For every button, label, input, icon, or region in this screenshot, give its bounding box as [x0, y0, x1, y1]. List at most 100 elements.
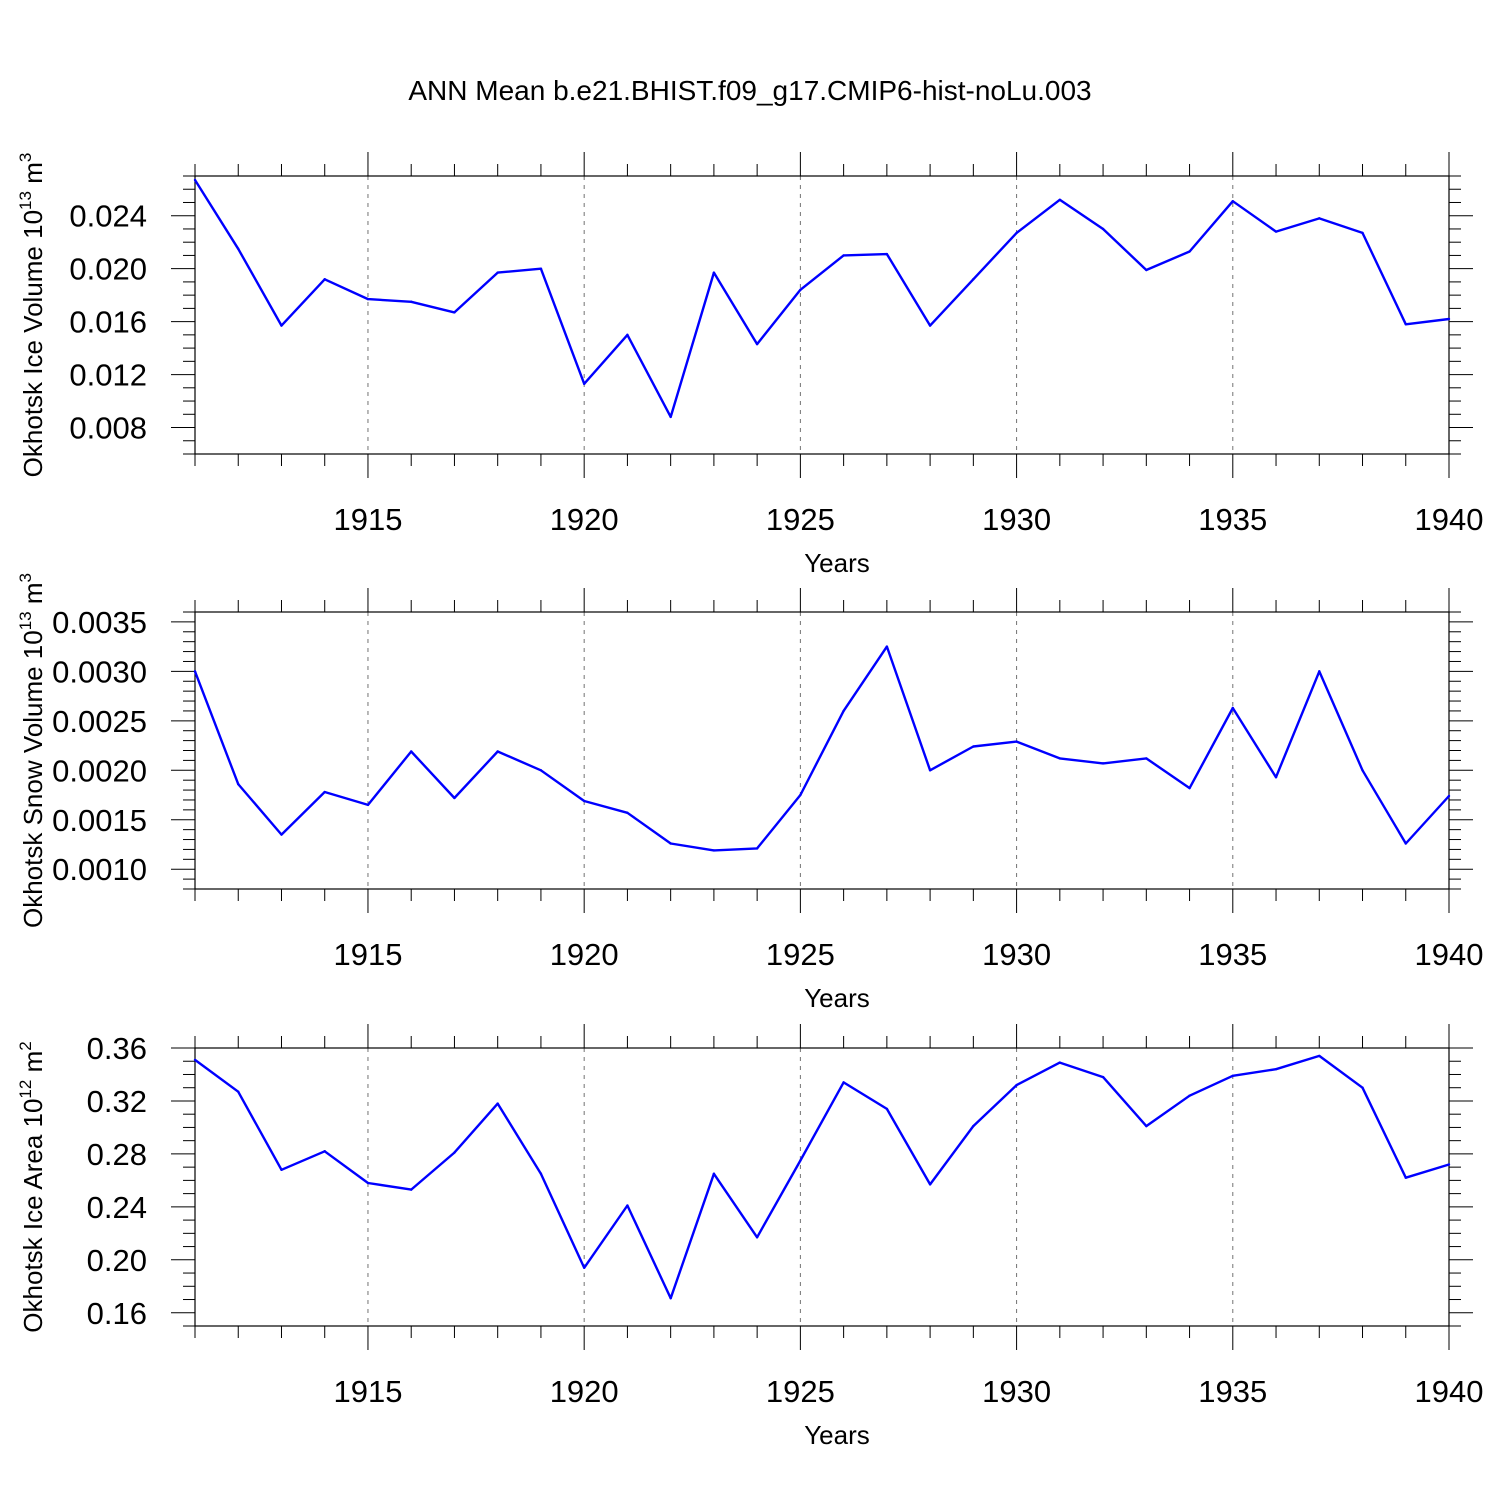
- data-point: [1058, 198, 1062, 202]
- data-point: [539, 769, 543, 772]
- data-point: [193, 670, 197, 673]
- y-tick-label: 0.32: [87, 1084, 147, 1119]
- x-tick-label: 1935: [1198, 1374, 1267, 1409]
- data-point: [280, 324, 283, 327]
- x-tick-label: 1915: [333, 1374, 402, 1409]
- data-point: [755, 342, 759, 346]
- data-point: [1101, 1075, 1105, 1079]
- y-axis-label-unit-exponent: 2: [16, 1041, 35, 1050]
- data-point: [1231, 199, 1234, 203]
- data-point: [669, 1297, 672, 1300]
- data-point: [1101, 227, 1105, 231]
- chart-panel-1: 1915 1920 1925 1930 1935 1940 0.008 0.012 0.016 0…: [16, 152, 1483, 578]
- y-axis-label-exponent: 13: [16, 191, 35, 210]
- data-point: [453, 1151, 456, 1154]
- y-tick-label: 0.36: [87, 1031, 147, 1066]
- plot-frame: [194, 175, 1450, 455]
- x-axis-label: Years: [804, 983, 870, 1013]
- y-tick-label: 0.0010: [52, 852, 147, 887]
- y-tick-label: 0.16: [87, 1296, 147, 1331]
- data-point: [1318, 217, 1321, 220]
- y-axis-label-unit-exponent: 3: [16, 153, 35, 162]
- chart-panel-2: 1915 1920 1925 1930 1935 1940 0.0010 0.0015 0.00…: [16, 573, 1483, 1013]
- data-point: [1274, 230, 1278, 233]
- data-point: [1361, 1086, 1364, 1089]
- data-point: [453, 311, 456, 314]
- data-point: [712, 849, 716, 852]
- data-point: [280, 1168, 283, 1171]
- data-point: [410, 750, 413, 753]
- y-axis-label-text: Okhotsk Ice Volume 10: [18, 210, 48, 477]
- y-tick-label: 0.0030: [52, 654, 147, 689]
- data-point: [972, 745, 975, 748]
- y-axis-label: Okhotsk Snow Volume 1013 m3: [16, 573, 48, 928]
- data-point: [842, 254, 845, 257]
- data-point: [582, 1266, 586, 1269]
- data-point: [626, 333, 629, 337]
- data-point: [1231, 1074, 1234, 1078]
- data-point: [885, 252, 889, 256]
- data-point: [755, 1236, 759, 1239]
- y-tick-label: 0.0035: [52, 605, 147, 640]
- data-point: [582, 382, 586, 386]
- x-tick-label: 1935: [1198, 937, 1267, 972]
- data-point: [193, 1058, 197, 1062]
- x-tick-label: 1925: [766, 502, 835, 537]
- data-point: [1058, 757, 1062, 760]
- data-point: [539, 1172, 543, 1175]
- y-tick-label: 0.016: [69, 305, 147, 340]
- data-point: [799, 1159, 802, 1162]
- series-line: [193, 179, 1450, 419]
- x-tick-label: 1935: [1198, 502, 1267, 537]
- y-tick-label: 0.0015: [52, 803, 147, 838]
- data-point: [582, 799, 586, 803]
- data-point: [323, 1150, 326, 1153]
- data-point: [1447, 794, 1451, 798]
- x-tick-label: 1920: [550, 937, 619, 972]
- data-point: [366, 1181, 370, 1185]
- x-tick-label: 1940: [1415, 502, 1484, 537]
- data-point: [1015, 740, 1018, 743]
- data-point: [323, 278, 326, 281]
- y-axis-label-unit: m: [18, 162, 48, 191]
- data-point: [1274, 776, 1278, 779]
- data-point: [712, 1172, 716, 1175]
- x-tick-label: 1940: [1415, 1374, 1484, 1409]
- y-tick-label: 0.020: [69, 252, 147, 287]
- y-tick-label: 0.0025: [52, 704, 147, 739]
- data-point: [496, 271, 499, 274]
- data-point: [755, 847, 759, 850]
- y-axis-label-unit: m: [18, 1051, 48, 1080]
- y-axis-label-unit-exponent: 3: [16, 573, 35, 582]
- data-point: [928, 324, 932, 327]
- data-point: [972, 278, 975, 281]
- x-tick-label: 1940: [1415, 937, 1484, 972]
- data-point: [626, 811, 629, 815]
- data-point: [972, 1124, 975, 1128]
- y-axis-label-text: Okhotsk Ice Area 10: [18, 1099, 48, 1333]
- data-point: [1231, 706, 1234, 710]
- x-tick-label: 1930: [982, 502, 1051, 537]
- data-point: [366, 297, 370, 301]
- data-point: [1318, 1054, 1321, 1058]
- data-point: [410, 300, 413, 303]
- y-axis-label: Okhotsk Ice Volume 1013 m3: [16, 153, 48, 478]
- data-point: [280, 833, 283, 836]
- data-point: [453, 796, 456, 800]
- data-point: [1101, 762, 1105, 765]
- data-point: [1145, 757, 1148, 760]
- data-point: [237, 247, 240, 251]
- data-point: [928, 1183, 932, 1186]
- data-point: [1404, 1176, 1407, 1179]
- plot-frame: [194, 1047, 1450, 1327]
- y-tick-label: 0.008: [69, 411, 147, 446]
- data-point: [669, 415, 672, 419]
- x-tick-label: 1925: [766, 937, 835, 972]
- series-line: [193, 645, 1450, 852]
- data-point: [1447, 317, 1451, 321]
- data-point: [410, 1188, 413, 1191]
- chart-title: ANN Mean b.e21.BHIST.f09_g17.CMIP6-hist-…: [408, 75, 1091, 106]
- data-point: [1447, 1163, 1451, 1166]
- y-axis-label: Okhotsk Ice Area 1012 m2: [16, 1041, 48, 1332]
